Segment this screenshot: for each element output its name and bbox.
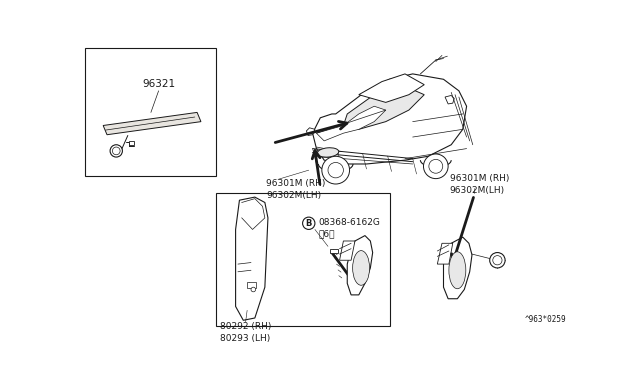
Circle shape xyxy=(424,154,448,179)
Circle shape xyxy=(490,253,505,268)
Polygon shape xyxy=(236,197,268,320)
Polygon shape xyxy=(312,74,467,164)
Polygon shape xyxy=(348,235,372,295)
Bar xyxy=(216,193,390,326)
Polygon shape xyxy=(340,241,355,260)
Circle shape xyxy=(113,147,120,155)
Circle shape xyxy=(493,256,502,265)
Text: B: B xyxy=(305,219,312,228)
Text: 96301M (RH)
96302M(LH): 96301M (RH) 96302M(LH) xyxy=(266,179,326,200)
Polygon shape xyxy=(437,243,452,264)
Ellipse shape xyxy=(449,252,466,289)
Text: 96301M (RH)
96302M(LH): 96301M (RH) 96302M(LH) xyxy=(450,174,509,195)
Circle shape xyxy=(303,217,315,230)
Polygon shape xyxy=(344,85,424,129)
Text: ^963*0259: ^963*0259 xyxy=(525,315,566,324)
Bar xyxy=(86,48,216,176)
Polygon shape xyxy=(359,74,424,102)
Polygon shape xyxy=(445,96,454,104)
Text: 80292 (RH)
80293 (LH): 80292 (RH) 80293 (LH) xyxy=(220,322,271,343)
Polygon shape xyxy=(444,237,472,299)
Bar xyxy=(330,249,338,253)
Polygon shape xyxy=(307,128,315,135)
Text: 96321: 96321 xyxy=(142,79,175,89)
Polygon shape xyxy=(103,112,201,135)
Circle shape xyxy=(328,163,344,178)
Text: 08368-6162G
（6）: 08368-6162G （6） xyxy=(319,218,381,239)
Ellipse shape xyxy=(353,251,369,285)
Bar xyxy=(247,282,257,288)
Bar xyxy=(129,141,134,145)
Circle shape xyxy=(251,287,255,292)
Circle shape xyxy=(110,145,122,157)
Ellipse shape xyxy=(317,148,339,157)
Polygon shape xyxy=(316,106,386,141)
Circle shape xyxy=(429,159,443,173)
Circle shape xyxy=(322,156,349,184)
